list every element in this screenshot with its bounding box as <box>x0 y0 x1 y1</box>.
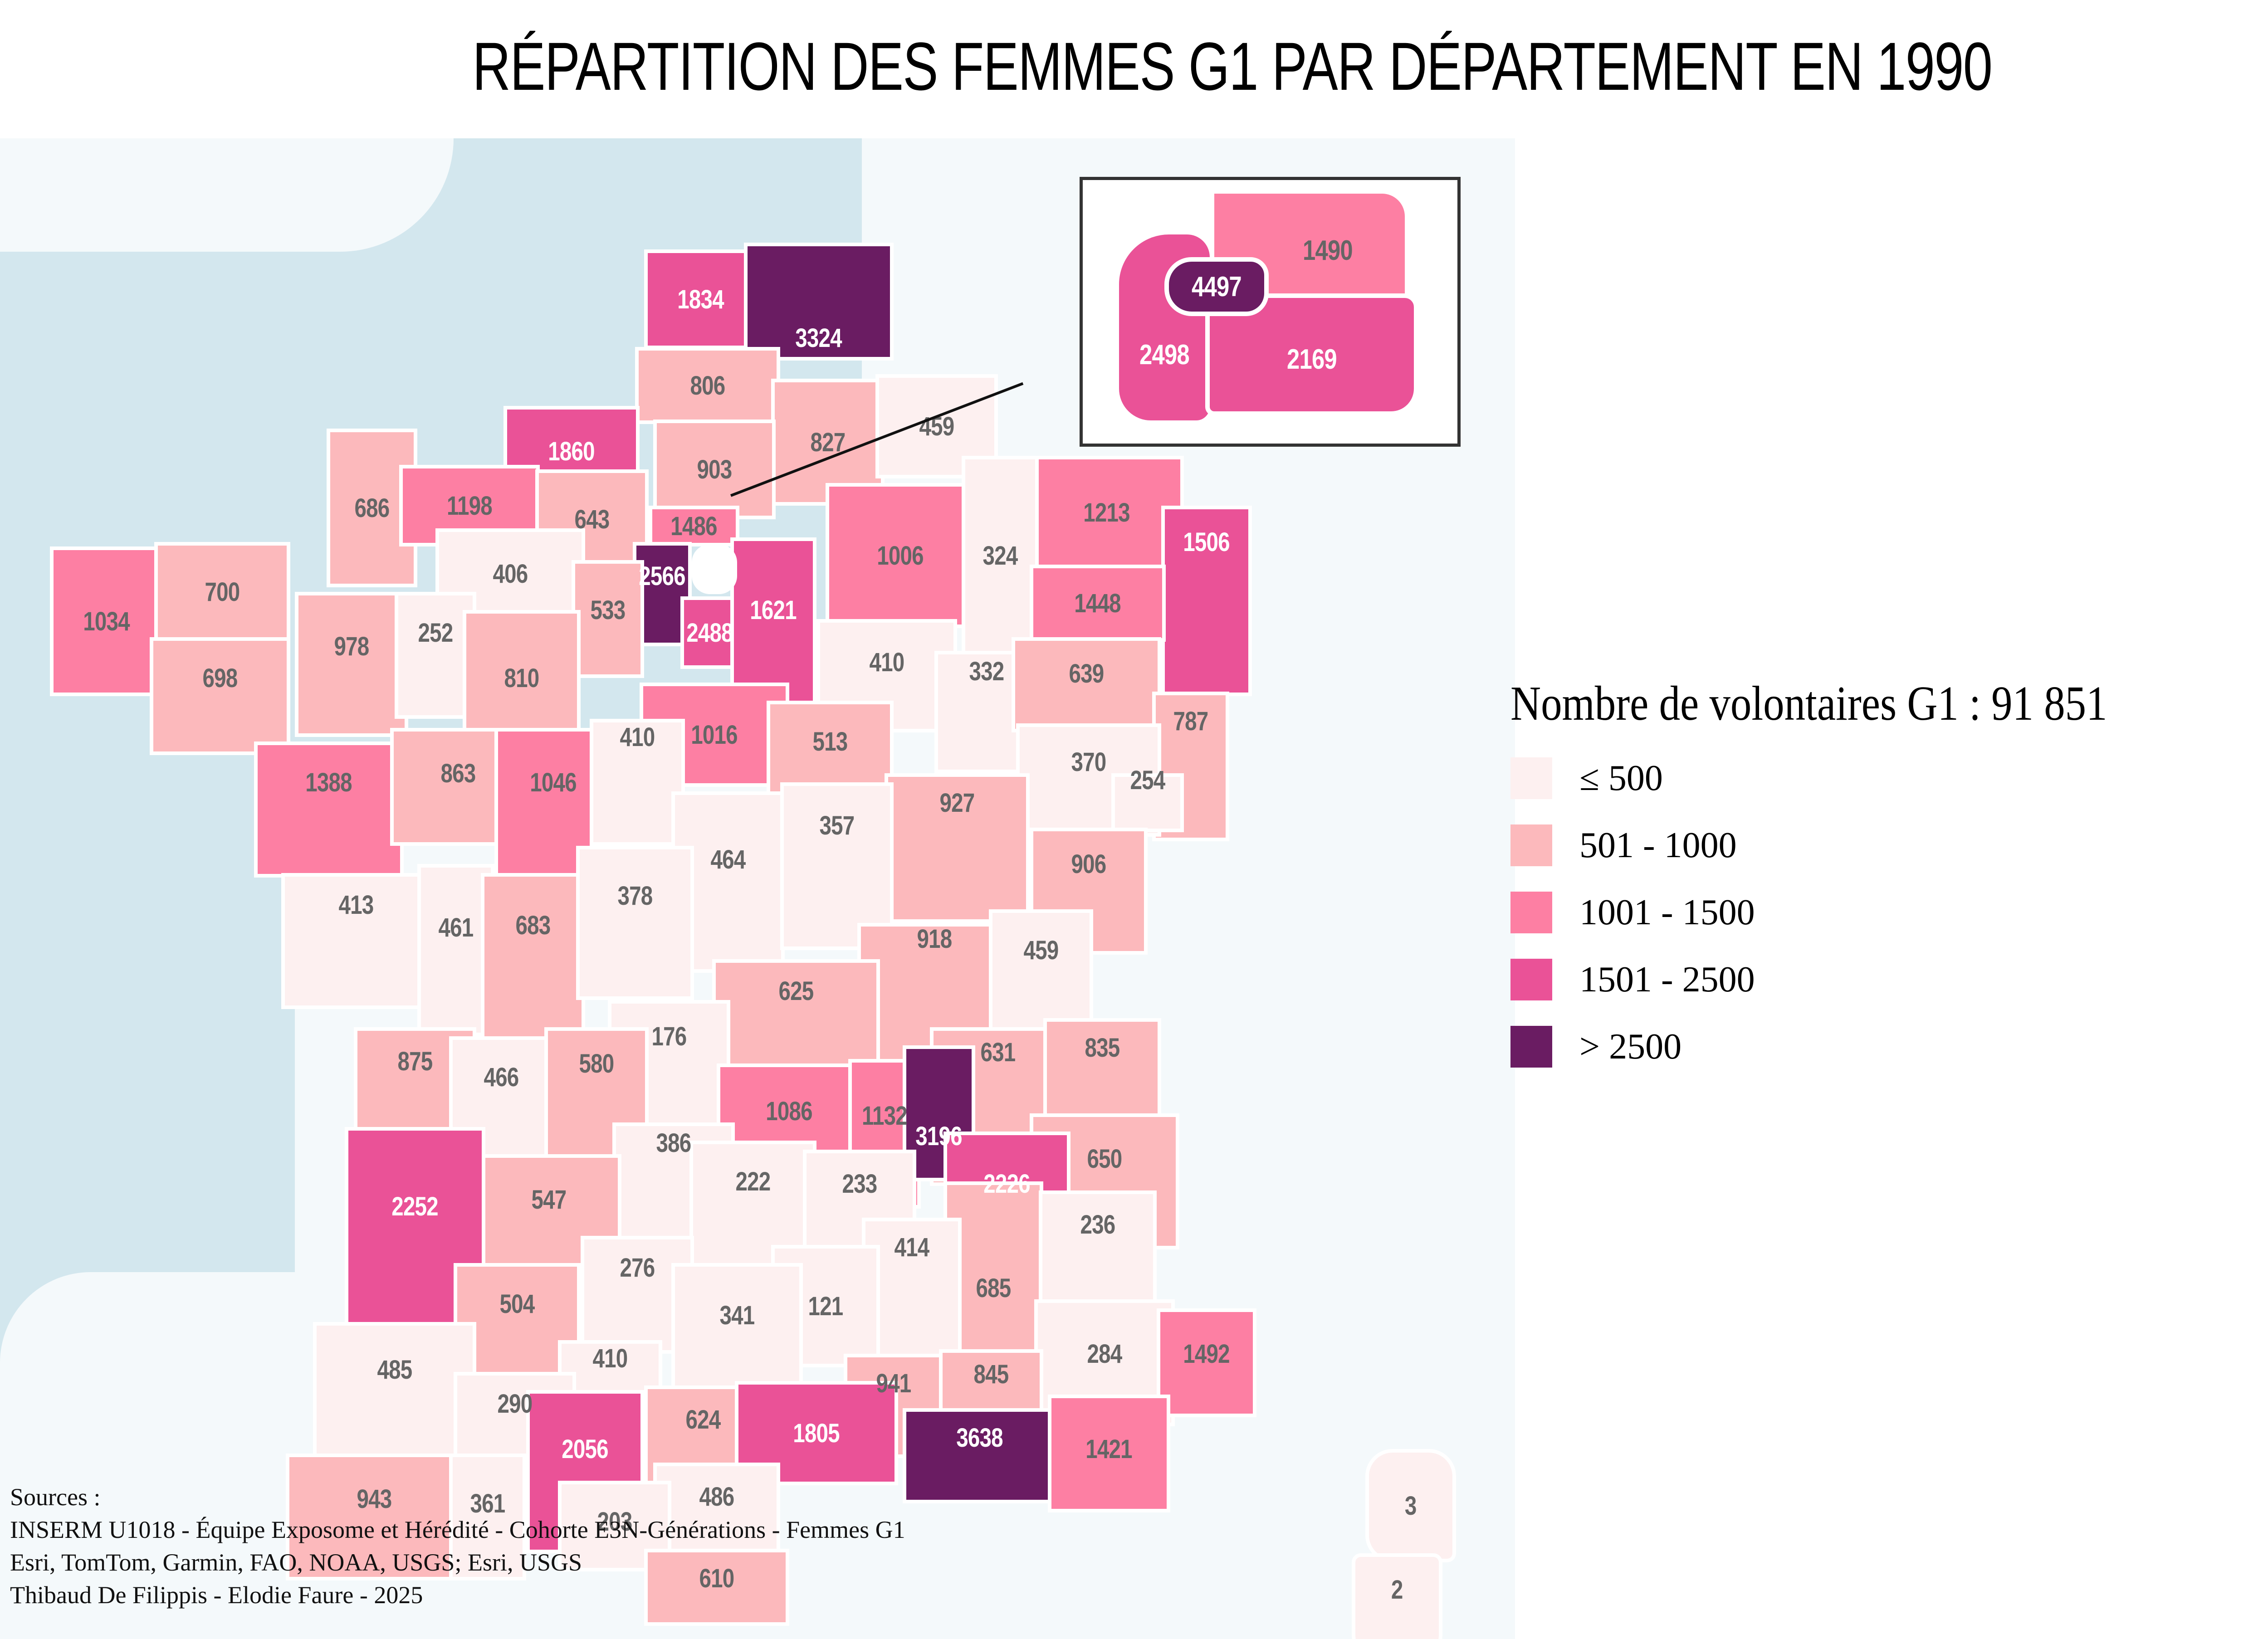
legend-item-class-3: 1001 - 1500 <box>1510 892 2204 933</box>
dept-cotes-d-armor[interactable]: 700 <box>154 542 290 642</box>
dept-indre[interactable]: 378 <box>576 846 694 1000</box>
sources-line: INSERM U1018 - Équipe Exposome et Hérédi… <box>10 1516 905 1543</box>
dept-eure-et-loir[interactable]: 533 <box>572 560 644 678</box>
dept-loir-et-cher[interactable]: 410 <box>590 719 685 846</box>
legend: Nombre de volontaires G1 : 91 851 ≤ 500 … <box>1510 676 2204 1068</box>
dept-val-d-oise[interactable]: 1486 <box>649 506 739 546</box>
legend-label: ≤ 500 <box>1579 758 1663 798</box>
dept-vendee[interactable]: 413 <box>281 873 431 1009</box>
legend-label: > 2500 <box>1579 1026 1682 1067</box>
dept-hautes-alpes[interactable]: 236 <box>1039 1190 1157 1313</box>
dept-territoire-de-belfort[interactable]: 254 <box>1111 766 1184 832</box>
dept-haute-marne[interactable]: 324 <box>962 456 1039 655</box>
dept-haute-corse[interactable]: 3 <box>1365 1449 1456 1562</box>
dept-ille-et-vilaine[interactable]: 978 <box>295 592 408 737</box>
legend-swatch <box>1510 824 1552 866</box>
dept-pyrenees-orientales[interactable]: 610 <box>644 1549 789 1626</box>
dept-var[interactable]: 1421 <box>1048 1395 1170 1512</box>
map-title: RÉPARTITION DES FEMMES G1 PAR DÉPARTEMEN… <box>472 28 1992 104</box>
dept-somme[interactable]: 806 <box>635 347 780 424</box>
dept-bouches-du-rhone[interactable]: 3638 <box>903 1408 1057 1503</box>
dept-loire-atlantique[interactable]: 1388 <box>254 741 404 878</box>
dept-marne[interactable]: 1006 <box>826 483 975 628</box>
legend-swatch <box>1510 757 1552 799</box>
legend-label: 1501 - 2500 <box>1579 959 1755 1000</box>
dept-oise[interactable]: 903 <box>653 420 776 519</box>
legend-item-class-2: 501 - 1000 <box>1510 824 2204 866</box>
legend-label: 501 - 1000 <box>1579 825 1737 865</box>
dept-meuse-moselle[interactable]: 1213 <box>1030 456 1184 569</box>
land-uk <box>0 138 454 252</box>
sources-heading: Sources : <box>10 1483 101 1511</box>
sources-line: Esri, TomTom, Garmin, FAO, NOAA, USGS; E… <box>10 1549 582 1576</box>
dept-morbihan[interactable]: 698 <box>150 637 290 755</box>
dept-gironde[interactable]: 2252 <box>345 1127 485 1340</box>
legend-swatch <box>1510 1026 1552 1068</box>
legend-item-class-1: ≤ 500 <box>1510 757 2204 799</box>
dept-vosges[interactable]: 639 <box>1012 637 1161 732</box>
dept-haute-savoie[interactable]: 835 <box>1043 1018 1161 1122</box>
dept-landes[interactable]: 485 <box>313 1322 476 1472</box>
legend-item-class-4: 1501 - 2500 <box>1510 959 2204 1000</box>
dept-sarthe[interactable]: 810 <box>463 610 581 746</box>
dept-bas-rhin[interactable]: 1506 <box>1161 506 1252 696</box>
dept-ariege[interactable]: 203 <box>558 1481 671 1571</box>
legend-swatch <box>1510 959 1552 1000</box>
dept-nievre[interactable]: 357 <box>780 782 894 950</box>
sources-block: Sources : INSERM U1018 - Équipe Exposome… <box>10 1481 905 1611</box>
paris-inset: 1490 2498 2169 4497 <box>1080 177 1461 447</box>
sources-line: Thibaud De Filippis - Elodie Faure - 202… <box>10 1581 423 1609</box>
dept-alpes-maritimes[interactable]: 1492 <box>1157 1308 1256 1417</box>
dept-nord[interactable]: 3324 <box>744 243 894 361</box>
legend-label: 1001 - 1500 <box>1579 892 1755 932</box>
dept-meurthe-et-moselle[interactable]: 1448 <box>1030 565 1166 642</box>
dept-corse-du-sud[interactable]: 2 <box>1352 1553 1442 1639</box>
dept-cote-d-or[interactable]: 927 <box>885 773 1030 923</box>
dept-vienne[interactable]: 683 <box>481 873 585 1050</box>
legend-swatch <box>1510 892 1552 933</box>
dept-finistere[interactable]: 1034 <box>50 546 163 696</box>
legend-title: Nombre de volontaires G1 : 91 851 <box>1510 677 2107 731</box>
dept-pyrenees-atlantiques[interactable]: 943 <box>286 1454 463 1580</box>
dept-paris[interactable]: 4497 <box>1164 257 1269 316</box>
legend-item-class-5: > 2500 <box>1510 1026 2204 1068</box>
paris-area-marker <box>692 544 737 594</box>
dept-pas-de-calais[interactable]: 1834 <box>644 249 758 349</box>
dept-hautes-pyrenees[interactable]: 361 <box>449 1454 526 1580</box>
